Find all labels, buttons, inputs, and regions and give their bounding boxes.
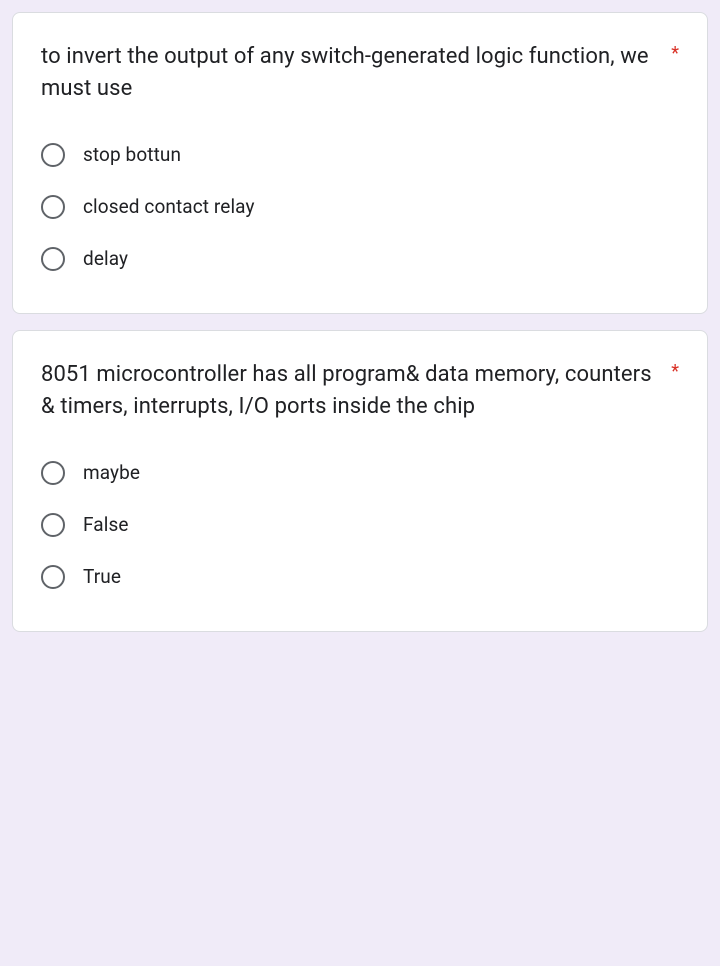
radio-icon <box>41 195 65 219</box>
radio-icon <box>41 461 65 485</box>
options-group: stop bottun closed contact relay delay <box>41 133 679 281</box>
radio-icon <box>41 565 65 589</box>
question-card: 8051 microcontroller has all program& da… <box>12 330 708 632</box>
question-text: 8051 microcontroller has all program& da… <box>41 359 663 423</box>
radio-icon <box>41 143 65 167</box>
option-label: maybe <box>83 461 140 484</box>
radio-icon <box>41 247 65 271</box>
radio-option[interactable]: True <box>41 555 679 599</box>
radio-icon <box>41 513 65 537</box>
radio-option[interactable]: stop bottun <box>41 133 679 177</box>
option-label: closed contact relay <box>83 195 255 218</box>
required-asterisk: * <box>671 41 679 65</box>
radio-option[interactable]: False <box>41 503 679 547</box>
radio-option[interactable]: delay <box>41 237 679 281</box>
option-label: True <box>83 565 121 588</box>
question-header: to invert the output of any switch-gener… <box>41 41 679 105</box>
radio-option[interactable]: maybe <box>41 451 679 495</box>
radio-option[interactable]: closed contact relay <box>41 185 679 229</box>
question-header: 8051 microcontroller has all program& da… <box>41 359 679 423</box>
option-label: delay <box>83 247 128 270</box>
options-group: maybe False True <box>41 451 679 599</box>
question-card: to invert the output of any switch-gener… <box>12 12 708 314</box>
option-label: stop bottun <box>83 143 181 166</box>
option-label: False <box>83 513 129 536</box>
required-asterisk: * <box>671 359 679 383</box>
question-text: to invert the output of any switch-gener… <box>41 41 663 105</box>
